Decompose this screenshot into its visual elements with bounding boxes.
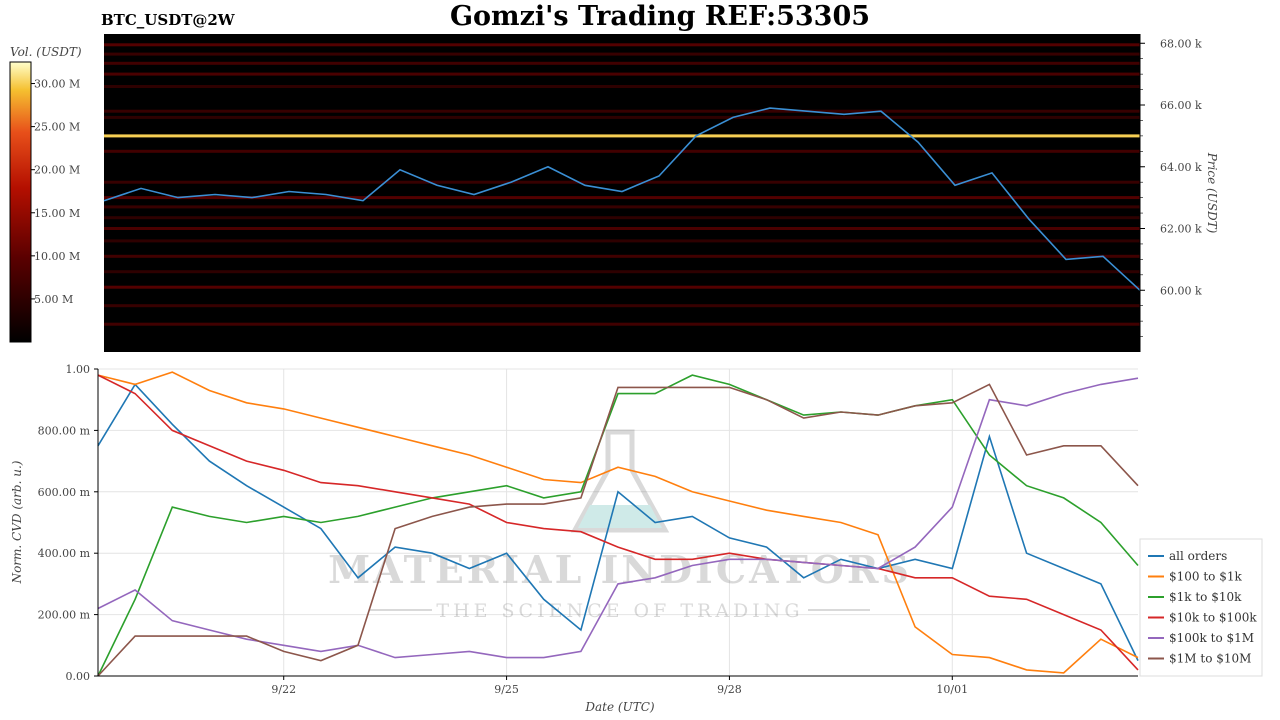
- legend-label: $100k to $1M: [1169, 631, 1254, 645]
- cvd-line-3: [97, 374, 1139, 671]
- colorbar-tick-label: 20.00 M: [34, 164, 80, 177]
- heatmap-level-3: [104, 72, 1140, 76]
- colorbar-tick-label: 30.00 M: [34, 78, 80, 91]
- cvd-y-label: Norm. CVD (arb. u.): [10, 460, 24, 584]
- heatmap-level-7: [104, 134, 1140, 138]
- heatmap-level-11: [104, 205, 1140, 209]
- colorbar-tick-label: 25.00 M: [34, 121, 80, 134]
- cvd-x-label: Date (UTC): [584, 700, 654, 714]
- cvd-y-tick-label: 600.00 m: [38, 486, 91, 499]
- legend-label: $1k to $10k: [1169, 590, 1242, 604]
- legend-label: $10k to $100k: [1169, 611, 1257, 625]
- watermark-line1: MATERIAL INDICATORS: [328, 547, 912, 592]
- legend: all orders $100 to $1k $1k to $10k $10k to …: [1139, 538, 1263, 677]
- flask-icon: [570, 429, 670, 533]
- cvd-line-1: [97, 371, 1139, 674]
- legend-label: $100 to $1k: [1169, 570, 1242, 584]
- heatmap-level-12: [104, 216, 1140, 220]
- heatmap-level-13: [104, 227, 1140, 230]
- colorbar: [9, 61, 32, 343]
- cvd-x-tick-label: 9/28: [717, 683, 742, 696]
- symbol-label: BTC_USDT@2W: [101, 11, 236, 29]
- legend-label: all orders: [1169, 549, 1227, 563]
- colorbar-ticks: 5.00 M 10.00 M 15.00 M 20.00 M 25.00 M 30.00 …: [31, 78, 80, 306]
- heatmap-level-9: [104, 180, 1140, 184]
- legend-box: [1139, 538, 1263, 677]
- cvd-x-tick-label: 10/01: [936, 683, 968, 696]
- heatmap-level-14: [104, 239, 1140, 243]
- cvd-y-tick-label: 400.00 m: [38, 547, 91, 560]
- cvd-y-tick-label: 200.00 m: [38, 609, 91, 622]
- cvd-y-tick-label: 1.00: [66, 363, 91, 376]
- heatmap-levels: [104, 43, 1140, 326]
- heatmap-level-2: [104, 61, 1140, 65]
- colorbar-tick-label: 5.00 M: [34, 293, 73, 306]
- heatmap-level-18: [104, 304, 1140, 308]
- heatmap-level-8: [104, 149, 1140, 153]
- heatmap-level-19: [104, 322, 1140, 326]
- cvd-line-4: [97, 377, 1139, 659]
- legend-label: $1M to $10M: [1169, 652, 1251, 666]
- heatmap-level-6: [104, 115, 1140, 119]
- cvd-y-tick-label: 800.00 m: [38, 424, 91, 437]
- price-line: [103, 107, 1141, 291]
- heatmap-level-16: [104, 270, 1140, 274]
- cvd-y-tick-label: 0.00: [66, 670, 91, 683]
- cvd-line-0: [97, 383, 1139, 661]
- cvd-line-5: [97, 383, 1139, 677]
- price-tick-label: 60.00 k: [1160, 284, 1202, 297]
- heatmap-level-0: [104, 43, 1140, 47]
- heatmap-level-10: [104, 196, 1140, 200]
- heatmap-level-15: [104, 254, 1140, 258]
- cvd-grid: [98, 368, 1138, 677]
- price-tick-label: 62.00 k: [1160, 223, 1202, 236]
- heatmap-level-4: [104, 85, 1140, 88]
- flask-liquid: [578, 505, 662, 528]
- cvd-axes: 0.00 200.00 m 400.00 m 600.00 m 800.00 m 1.00…: [38, 363, 1138, 696]
- price-axis: 60.00 k 62.00 k 64.00 k 66.00 k 68.00 k: [1139, 34, 1202, 352]
- watermark: MATERIAL INDICATORS THE SCIENCE OF TRADI…: [328, 429, 912, 622]
- cvd-x-tick-label: 9/25: [494, 683, 519, 696]
- colorbar-tick-label: 15.00 M: [34, 207, 80, 220]
- colorbar-tick-label: 10.00 M: [34, 250, 80, 263]
- price-tick-label: 66.00 k: [1160, 99, 1202, 112]
- heatmap-level-17: [104, 285, 1140, 289]
- heatmap-level-5: [104, 109, 1140, 113]
- cvd-x-tick-label: 9/22: [271, 683, 296, 696]
- price-tick-label: 64.00 k: [1160, 161, 1202, 174]
- chart-title: Gomzi's Trading REF:53305: [450, 1, 870, 32]
- cvd-series-lines: [97, 371, 1139, 677]
- price-axis-label: Price (USDT): [1205, 152, 1219, 234]
- cvd-line-2: [97, 374, 1139, 677]
- colorbar-label: Vol. (USDT): [10, 45, 82, 59]
- price-tick-label: 68.00 k: [1160, 37, 1202, 50]
- heatmap-level-1: [104, 52, 1140, 56]
- watermark-line2: THE SCIENCE OF TRADING: [436, 600, 803, 622]
